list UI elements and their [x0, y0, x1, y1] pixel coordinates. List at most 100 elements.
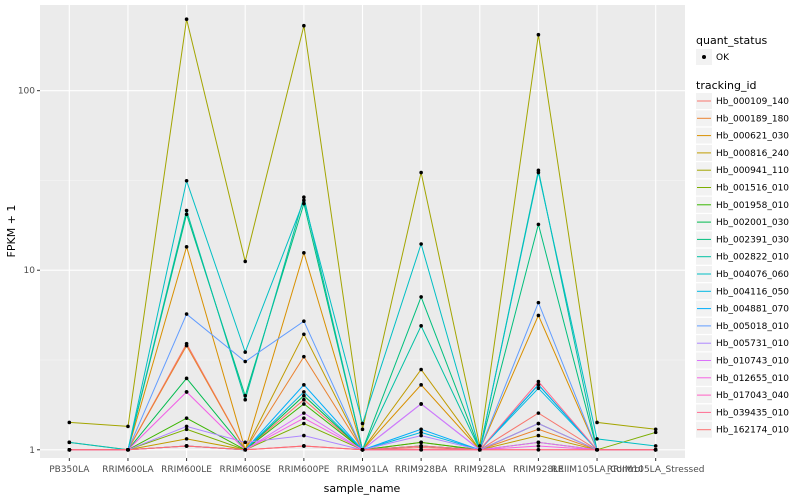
data-point — [653, 444, 658, 448]
x-tick-label: RRIM600LE — [161, 465, 212, 475]
data-point — [243, 393, 248, 398]
data-point — [302, 421, 306, 426]
shape-legend-items: OK — [696, 49, 730, 65]
legend-label: Hb_002822_010 — [716, 253, 789, 263]
data-point — [302, 390, 306, 394]
data-point — [536, 383, 541, 387]
data-point — [536, 411, 541, 415]
data-point — [126, 424, 130, 429]
legend-label: Hb_162174_010 — [716, 426, 789, 436]
data-point — [419, 427, 423, 432]
x-axis-title: sample_name — [324, 482, 401, 495]
data-point — [536, 421, 541, 426]
x-tick-label: RRIM600PE — [278, 465, 330, 475]
data-point — [419, 242, 423, 246]
x-tick-label: RRIM600LA — [102, 465, 154, 475]
data-point — [184, 178, 189, 183]
data-point — [595, 437, 599, 441]
data-point — [184, 376, 189, 381]
data-point — [360, 447, 365, 452]
y-tick-label: 10 — [24, 266, 36, 276]
legend-label: Hb_039435_010 — [716, 408, 789, 418]
data-point — [302, 201, 306, 206]
data-point — [67, 447, 72, 452]
series-points — [67, 17, 658, 452]
data-point — [653, 447, 658, 452]
legend-label: Hb_001958_010 — [716, 201, 789, 211]
data-point — [477, 444, 482, 448]
data-point — [419, 440, 423, 445]
data-point — [302, 416, 306, 420]
data-point — [536, 386, 541, 391]
data-point — [302, 411, 306, 415]
data-point — [536, 444, 541, 448]
data-point — [243, 259, 248, 264]
data-point — [184, 245, 189, 249]
data-point — [184, 444, 189, 448]
x-tick-label: RRIIM105LA_Control — [551, 465, 642, 475]
x-tick-label: RRIM928LE — [513, 465, 564, 475]
x-tick-label: RRIM928LA — [454, 465, 506, 475]
data-point — [536, 32, 541, 37]
data-point — [419, 383, 423, 387]
data-point — [419, 367, 423, 372]
data-point — [536, 440, 541, 445]
data-point — [653, 427, 658, 432]
data-point — [419, 295, 423, 299]
legend-label: Hb_012655_010 — [716, 374, 789, 384]
data-point — [243, 440, 248, 445]
data-point — [184, 424, 189, 429]
shape-legend-title: quant_status — [696, 34, 768, 47]
data-point — [302, 332, 306, 337]
y-axis-ticks: 1 10 100 — [18, 87, 40, 456]
data-point — [419, 433, 423, 438]
data-point — [184, 208, 189, 213]
data-point — [419, 430, 423, 435]
data-point — [302, 397, 306, 402]
data-point — [243, 359, 248, 364]
data-point — [302, 319, 306, 324]
data-point — [536, 222, 541, 227]
data-point — [126, 447, 130, 452]
data-point — [184, 416, 189, 420]
legend-label: Hb_000621_030 — [716, 132, 789, 142]
data-point — [419, 324, 423, 328]
x-axis-ticks: PB350LA RRIM600LA RRIM600LE RRIM600SE RRIM60… — [49, 458, 704, 475]
legend-label: Hb_000941_110 — [716, 166, 789, 176]
data-point — [184, 312, 189, 316]
data-point — [67, 420, 72, 425]
data-point — [536, 433, 541, 438]
data-point — [419, 402, 423, 406]
legend-label: Hb_002391_030 — [716, 235, 789, 245]
data-point — [302, 23, 306, 28]
data-point — [536, 447, 541, 452]
data-point — [184, 17, 189, 22]
y-axis-title: FPKM + 1 — [5, 205, 18, 258]
data-point — [477, 447, 482, 452]
legend-label: Hb_017043_040 — [716, 391, 789, 401]
legend-label: Hb_000816_240 — [716, 149, 789, 159]
data-point — [302, 251, 306, 255]
data-point — [536, 170, 541, 175]
data-point — [302, 383, 306, 387]
x-tick-label: PB350LA — [49, 465, 90, 475]
data-point — [595, 447, 599, 452]
data-point — [302, 354, 306, 359]
x-tick-label: RRIM901LA — [337, 465, 389, 475]
legend-label: OK — [716, 53, 730, 63]
data-point — [419, 447, 423, 452]
data-point — [536, 427, 541, 432]
data-point — [243, 397, 248, 402]
data-point — [243, 350, 248, 354]
data-point — [184, 427, 189, 432]
data-point — [595, 420, 599, 425]
data-point — [653, 430, 658, 435]
legend: quant_status OK tracking_id Hb_000109_14… — [696, 34, 789, 438]
color-legend-items: Hb_000109_140 Hb_000189_180 Hb_000621_030 H… — [696, 93, 789, 438]
data-point — [536, 300, 541, 305]
data-point — [419, 444, 423, 448]
data-point — [419, 170, 423, 175]
data-point — [184, 212, 189, 217]
color-legend-title: tracking_id — [696, 79, 757, 92]
